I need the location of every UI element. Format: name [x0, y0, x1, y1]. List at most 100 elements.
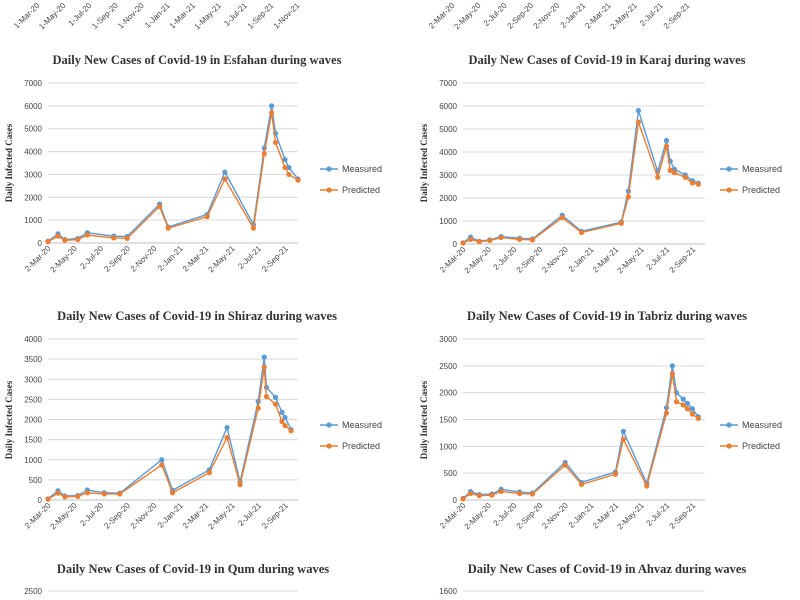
legend-marker — [726, 443, 732, 449]
legend-label: Predicted — [742, 441, 780, 451]
chart-3: Daily New Cases of Covid-19 in Tabriz du… — [419, 309, 782, 531]
y-tick-label: 1000 — [24, 216, 42, 225]
y-tick-label: 2500 — [24, 395, 42, 404]
data-point-predicted — [516, 236, 523, 242]
top-left-tick: 1-May-21 — [193, 1, 224, 32]
y-tick-label: 1000 — [439, 217, 457, 226]
y-tick-label: 2000 — [439, 389, 457, 398]
y-axis-label: Daily Infected Cases — [419, 380, 429, 459]
data-point-measured — [635, 108, 642, 114]
legend-marker — [726, 166, 732, 172]
x-tick-label: 2-Nov-20 — [129, 501, 159, 531]
data-point-measured — [620, 428, 626, 434]
top-left-tick: 1-Nov-20 — [116, 1, 146, 31]
data-point-predicted — [62, 237, 68, 243]
data-point-predicted — [612, 471, 619, 477]
y-tick-label: 6000 — [24, 102, 42, 111]
y-tick-label: 4000 — [439, 148, 457, 157]
chart-title: Daily New Cases of Covid-19 in Tabriz du… — [467, 309, 747, 323]
data-point-measured — [159, 457, 165, 463]
data-point-predicted — [529, 491, 536, 497]
x-tick-label: 2-Nov-20 — [129, 244, 159, 274]
y-tick-label: 5000 — [439, 125, 457, 134]
data-point-predicted — [165, 225, 171, 231]
data-point-predicted — [261, 364, 267, 370]
data-point-predicted — [529, 237, 536, 243]
data-point-predicted — [75, 493, 81, 499]
x-tick-label: 2-Sep-20 — [102, 244, 132, 274]
data-point-predicted — [263, 393, 270, 400]
data-point-predicted — [159, 462, 165, 468]
top-left-tick: 1-Sep-21 — [246, 1, 276, 31]
x-tick-label: 2-May-20 — [463, 245, 494, 276]
y-tick-label: 1600 — [439, 587, 457, 596]
data-point-measured — [261, 354, 267, 360]
data-point-predicted — [124, 235, 130, 242]
data-point-predicted — [487, 237, 493, 244]
data-point-predicted — [84, 490, 90, 496]
y-tick-label: 6000 — [439, 102, 457, 111]
x-tick-label: 2-Jan-21 — [156, 244, 185, 273]
data-point-predicted — [620, 436, 626, 442]
data-point-measured — [680, 396, 686, 402]
data-point-predicted — [62, 494, 68, 500]
x-tick-label: 2-Sep-21 — [668, 245, 698, 275]
data-point-predicted — [282, 164, 288, 171]
y-tick-label: 0 — [38, 239, 43, 248]
data-point-predicted — [680, 402, 686, 408]
series-line-measured — [47, 105, 299, 242]
data-point-predicted — [255, 405, 261, 411]
x-tick-label: 2-Jul-21 — [236, 501, 263, 528]
y-tick-label: 0 — [453, 496, 458, 505]
series-line-measured — [462, 110, 699, 244]
y-tick-label: 1500 — [24, 436, 42, 445]
legend-label: Measured — [742, 420, 782, 430]
data-point-predicted — [45, 239, 51, 245]
data-point-predicted — [288, 428, 294, 434]
data-point-predicted — [663, 143, 670, 149]
x-tick-label: 2-May-20 — [49, 501, 80, 532]
top-right-tick: 2-Sep-20 — [506, 1, 536, 31]
x-tick-label: 2-Sep-21 — [260, 244, 290, 274]
chart-1: Daily New Cases of Covid-19 in Karaj dur… — [419, 53, 782, 275]
y-axis-label: Daily Infected Cases — [4, 380, 14, 459]
data-point-predicted — [578, 229, 585, 236]
data-point-measured — [684, 400, 691, 406]
data-point-predicted — [467, 236, 474, 242]
data-point-predicted — [578, 481, 585, 488]
data-point-predicted — [156, 203, 163, 210]
data-point-predicted — [689, 180, 696, 186]
x-tick-label: 2-May-21 — [616, 501, 647, 532]
x-tick-label: 2-Sep-20 — [515, 245, 545, 275]
y-tick-label: 1000 — [24, 456, 42, 465]
legend-marker — [326, 166, 332, 172]
data-point-measured — [272, 394, 279, 400]
y-tick-label: 5000 — [24, 125, 42, 134]
data-point-predicted — [45, 496, 51, 502]
x-tick-label: 2-May-21 — [206, 244, 237, 275]
x-tick-label: 2-Nov-20 — [540, 501, 570, 531]
legend-label: Measured — [342, 420, 382, 430]
data-point-predicted — [695, 181, 701, 187]
y-axis-label: Daily Infected Cases — [419, 123, 429, 202]
data-point-predicted — [476, 239, 482, 245]
data-point-predicted — [460, 240, 466, 246]
data-point-measured — [663, 137, 670, 144]
x-tick-label: 2-Jul-21 — [236, 244, 263, 271]
data-point-measured — [282, 414, 288, 421]
y-tick-label: 7000 — [439, 79, 457, 88]
data-point-predicted — [84, 232, 90, 238]
data-point-predicted — [667, 167, 673, 173]
data-point-measured — [689, 406, 696, 412]
y-tick-label: 7000 — [24, 79, 42, 88]
y-tick-label: 2000 — [24, 193, 42, 202]
series-line-measured — [47, 357, 292, 500]
top-left-tick: 1-May-20 — [37, 1, 68, 32]
series-line-predicted — [462, 121, 699, 244]
chart-title: Daily New Cases of Covid-19 in Ahvaz dur… — [468, 562, 747, 576]
x-tick-label: 2-May-20 — [463, 501, 494, 532]
data-point-predicted — [684, 406, 691, 412]
x-tick-label: 2-May-21 — [616, 245, 647, 276]
data-point-predicted — [55, 490, 61, 496]
x-tick-label: 2-Jul-20 — [78, 501, 105, 528]
